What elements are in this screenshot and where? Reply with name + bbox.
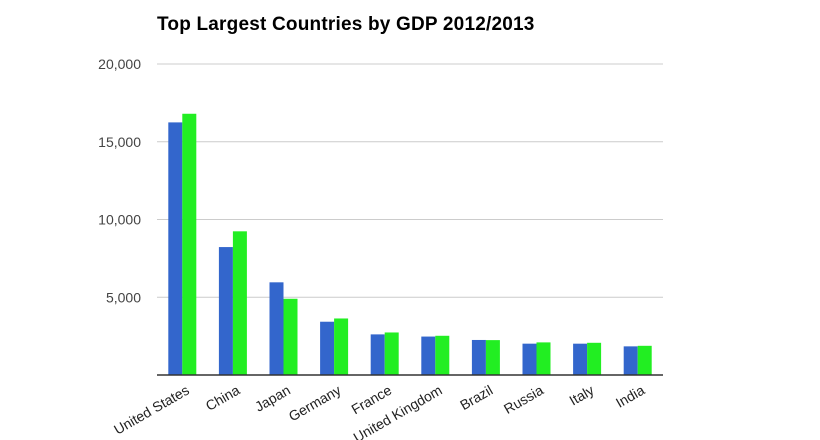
bar-series-2 xyxy=(485,340,500,375)
x-tick-label: Brazil xyxy=(457,382,495,413)
bar-series-1 xyxy=(320,321,335,375)
bar-series-1 xyxy=(218,247,233,375)
bar-series-2 xyxy=(232,231,247,375)
bar-series-1 xyxy=(269,282,284,375)
x-tick-label: United States xyxy=(111,382,192,438)
x-tick-label: India xyxy=(613,382,647,411)
bar-series-1 xyxy=(168,122,183,375)
bar-series-2 xyxy=(536,342,551,375)
bar-series-2 xyxy=(334,318,349,375)
y-tick-label: 20,000 xyxy=(98,56,141,72)
bar-series-1 xyxy=(370,334,385,375)
y-tick-label: 15,000 xyxy=(98,134,141,150)
chart-title: Top Largest Countries by GDP 2012/2013 xyxy=(157,14,535,35)
bar-series-2 xyxy=(283,298,298,375)
bar-series-2 xyxy=(637,345,652,375)
bar-series-2 xyxy=(435,335,450,375)
y-axis-ticks: 20,000 15,000 10,000 5,000 xyxy=(98,56,141,305)
x-tick-label: Italy xyxy=(566,382,596,409)
y-tick-label: 10,000 xyxy=(98,212,141,228)
bar-series-2 xyxy=(182,113,197,375)
bar-series-2 xyxy=(587,342,602,375)
bar-series-1 xyxy=(522,343,537,375)
x-tick-label: Germany xyxy=(286,382,344,425)
y-tick-label: 5,000 xyxy=(106,289,141,305)
bar-series-1 xyxy=(623,346,638,375)
gridlines xyxy=(157,63,663,298)
x-tick-label: Russia xyxy=(501,382,546,417)
bar-series-2 xyxy=(384,332,399,375)
x-tick-label: China xyxy=(203,382,243,414)
bar-series-1 xyxy=(471,339,486,375)
bar-series-1 xyxy=(421,336,436,375)
bars xyxy=(168,113,652,375)
bar-series-1 xyxy=(573,343,588,375)
